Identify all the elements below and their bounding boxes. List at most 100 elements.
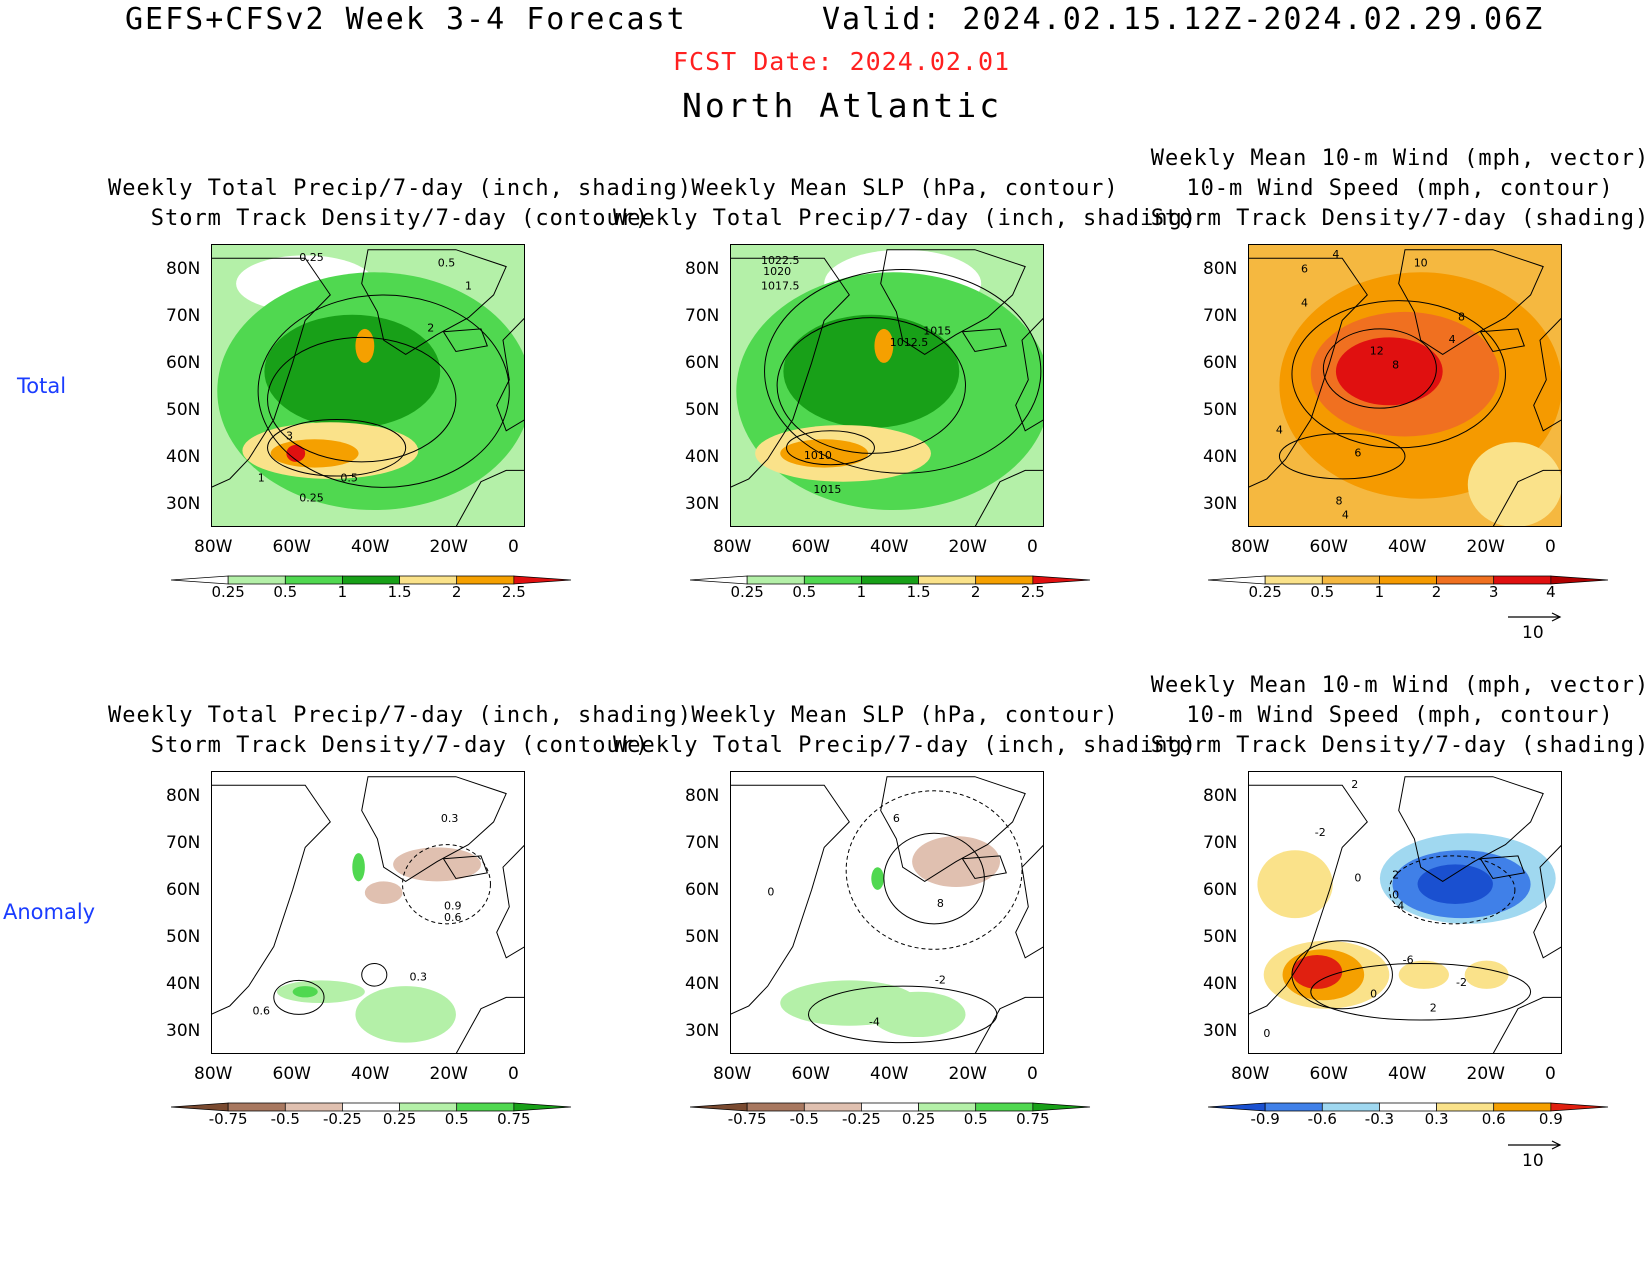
lon-tick-label: 0 [1545, 537, 1556, 557]
colorbar-label: 0.25 [1248, 583, 1282, 601]
panel-3-contour-label: 4 [1332, 248, 1339, 261]
panel-6-contour-label: 0 [1263, 1027, 1270, 1040]
lat-tick-label: 60N [1203, 353, 1238, 373]
panel-1-title-line-1: Weekly Total Precip/7-day (inch, shading… [107, 176, 693, 201]
panel-3-contour-label: 8 [1336, 494, 1343, 507]
lon-tick-label: 40W [870, 1064, 909, 1084]
colorbar-label: 4 [1546, 583, 1556, 601]
colorbar-label: 1.5 [387, 583, 412, 601]
lat-tick-label: 70N [166, 833, 201, 853]
panel-6-contour-label: 2 [1351, 778, 1358, 791]
panel-6-title-line-3: Storm Track Density/7-day (shading) [1150, 733, 1650, 758]
colorbar-label: 0.6 [1481, 1110, 1506, 1128]
colorbar-swatch [1436, 575, 1495, 585]
panel-2-title-line-1: Weekly Mean SLP (hPa, contour) [691, 176, 1119, 201]
colorbar-label: 0.25 [901, 1110, 936, 1128]
panel-3-contour-label: 4 [1449, 333, 1456, 346]
lat-tick-label: 60N [685, 353, 720, 373]
lat-tick-label: 80N [166, 259, 201, 279]
lon-tick-label: 80W [713, 537, 752, 557]
panel-5-contour-label: 0 [767, 886, 774, 899]
lon-tick-label: 20W [1466, 1064, 1505, 1084]
lon-tick-label: 20W [1466, 537, 1505, 557]
panel-4-title-line-1: Weekly Total Precip/7-day (inch, shading… [107, 703, 693, 728]
lat-tick-label: 30N [685, 1021, 720, 1041]
panel-2-contour-label: 1015 [923, 325, 951, 338]
colorbar-label: 0.5 [792, 583, 817, 601]
colorbar-label: -0.75 [727, 1110, 767, 1128]
panel-3-contour-label: 4 [1301, 296, 1308, 309]
colorbar-swatch [1032, 1102, 1091, 1112]
panel-6-contour-label: 2 [1430, 1002, 1437, 1015]
valid-period: Valid: 2024.02.15.12Z-2024.02.29.06Z [822, 2, 1545, 37]
panel-5-contour-label: 8 [937, 897, 944, 910]
panel-5-contour-label: -2 [935, 973, 946, 986]
lon-tick-label: 0 [1027, 1064, 1038, 1084]
panel-4-map: 0.30.90.60.30.6 [211, 771, 525, 1054]
panel-2-contour-label: 1020 [763, 265, 791, 278]
panel-2-contour-label: 1017.5 [761, 279, 800, 292]
panel-3-contour-label: 6 [1301, 262, 1308, 275]
lon-tick-label: 60W [791, 537, 830, 557]
lat-tick-label: 80N [166, 786, 201, 806]
colorbar-label: 0.75 [497, 1110, 531, 1128]
lat-tick-label: 70N [166, 306, 201, 326]
lon-tick-label: 60W [791, 1064, 830, 1084]
figure-title: GEFS+CFSv2 Week 3-4 Forecast [125, 2, 687, 37]
lon-tick-label: 20W [948, 1064, 987, 1084]
panel-4-contour-label: 0.9 [444, 900, 462, 913]
panel-6-contour-label: -6 [1403, 953, 1414, 966]
panel-5-title-line-1: Weekly Mean SLP (hPa, contour) [691, 703, 1119, 728]
panel-6-contour-label: -4 [1393, 900, 1404, 913]
panel-1-contour-label: 0.5 [340, 472, 358, 485]
panel-1-colorbar [171, 575, 572, 585]
lon-tick-label: 40W [351, 1064, 390, 1084]
panel-6-contour-label: 0 [1354, 871, 1361, 884]
lat-tick-label: 70N [1203, 306, 1238, 326]
panel-2-colorbar [690, 575, 1091, 585]
panel-3-title-line-1: Weekly Mean 10-m Wind (mph, vector) [1150, 146, 1650, 171]
reference-vector-label: 10 [1522, 1151, 1544, 1171]
panel-3-title-line-2: 10-m Wind Speed (mph, contour) [1186, 176, 1614, 201]
lat-tick-label: 40N [685, 447, 720, 467]
panel-1-contour-label: 0.25 [299, 251, 324, 264]
colorbar-label: 1 [856, 583, 867, 601]
colorbar-label: 0.9 [1538, 1110, 1563, 1128]
colorbar-label: 2.5 [501, 583, 526, 601]
lat-tick-label: 40N [1203, 447, 1238, 467]
lat-tick-label: 50N [1203, 927, 1238, 947]
panel-1-contour-label: 3 [286, 429, 293, 442]
forecast-date: FCST Date: 2024.02.01 [673, 47, 1011, 76]
panel-6-contour-label: -2 [1315, 826, 1326, 839]
lat-tick-label: 60N [166, 353, 201, 373]
lon-tick-label: 40W [1388, 537, 1427, 557]
panel-6-contour-label: 0 [1370, 987, 1377, 1000]
reference-vector-arrow [1508, 612, 1562, 622]
lat-tick-label: 50N [685, 400, 720, 420]
colorbar-label: 1 [1374, 583, 1385, 601]
panel-1-contour-label: 1 [465, 279, 472, 292]
panel-2-contour-label: 1022.5 [761, 254, 800, 267]
colorbar-label: -0.6 [1307, 1110, 1337, 1128]
panel-6-contour-label: 0 [1392, 888, 1399, 901]
lat-tick-label: 40N [1203, 974, 1238, 994]
colorbar-swatch [1550, 1102, 1609, 1112]
lon-tick-label: 20W [429, 537, 468, 557]
colorbar-swatch [513, 1102, 572, 1112]
panel-6-title-line-2: 10-m Wind Speed (mph, contour) [1186, 703, 1614, 728]
colorbar-label: -0.9 [1250, 1110, 1280, 1128]
lat-tick-label: 40N [166, 974, 201, 994]
reference-vector-arrow [1508, 1140, 1562, 1150]
lat-tick-label: 30N [1203, 1021, 1238, 1041]
colorbar-label: 3 [1488, 583, 1499, 601]
colorbar-label: -0.5 [270, 1110, 300, 1128]
panel-4-colorbar [171, 1102, 572, 1112]
lat-tick-label: 30N [166, 494, 201, 514]
lon-tick-label: 80W [194, 1064, 233, 1084]
panel-3-contour-label: 12 [1370, 344, 1384, 357]
colorbar-label: 2 [1431, 583, 1442, 601]
colorbar-label: -0.3 [1364, 1110, 1395, 1128]
panel-5-map: 6 0 8 -2 -4 [730, 771, 1044, 1054]
panel-3-contour-label: 10 [1414, 257, 1428, 270]
